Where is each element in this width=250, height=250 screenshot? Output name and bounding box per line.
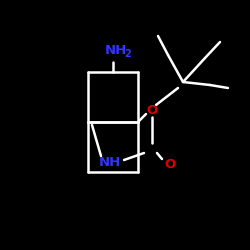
- Text: O: O: [146, 104, 158, 117]
- Text: O: O: [164, 158, 175, 170]
- Text: NH: NH: [99, 156, 121, 168]
- Text: NH: NH: [105, 44, 127, 57]
- Text: 2: 2: [124, 49, 132, 59]
